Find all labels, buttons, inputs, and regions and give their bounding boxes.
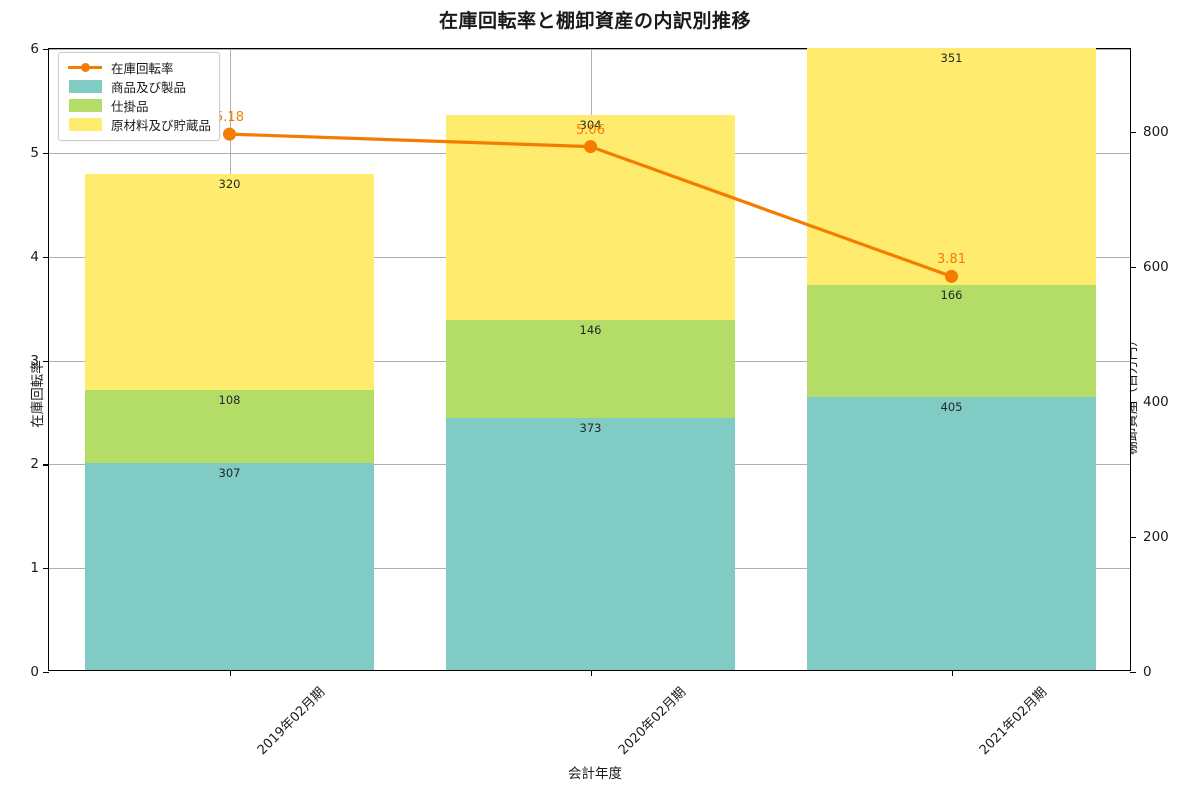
legend-color-patch [68,118,102,131]
y-axis-right-tick-mark [1130,267,1136,269]
gridline [49,49,1130,50]
y-axis-right-tick-mark [1130,402,1136,404]
legend-swatch [65,77,105,96]
y-axis-left-label: 在庫回転率 [29,360,46,428]
bar-segment[interactable]: 320 [85,173,374,390]
chart-legend: 在庫回転率商品及び製品 仕掛品原材料及び貯蔵品 [58,52,221,141]
bar-segment[interactable]: 146 [446,319,735,419]
legend-color-patch [68,99,102,112]
y-axis-left-tick-label: 0 [30,664,39,680]
legend-swatch [65,96,105,115]
bar-value-label: 320 [218,176,241,191]
legend-swatch [65,58,105,77]
y-axis-left-tick-mark [43,256,49,258]
line-value-label: 5.06 [576,122,605,138]
line-value-label: 3.81 [937,252,966,268]
bar-segment[interactable]: 351 [807,47,1096,285]
legend-item[interactable]: 仕掛品 [65,96,211,115]
y-axis-left-tick-label: 6 [30,41,39,57]
bar-group: 405 166 351 [807,47,1096,670]
legend-item-label: 原材料及び貯蔵品 [111,118,212,133]
legend-item[interactable]: 在庫回転率 [65,58,211,77]
bar-value-label: 373 [579,421,602,436]
bar-value-label: 166 [940,287,963,302]
x-axis-tick-mark [590,670,592,676]
bar-value-label: 405 [940,399,963,414]
bar-value-label: 307 [218,465,241,480]
x-axis-tick-label: 2021年02月期 [976,684,1050,759]
legend-item-label: 在庫回転率 [111,61,174,76]
y-axis-left-tick-mark [43,464,49,466]
bar-segment[interactable]: 373 [446,418,735,670]
y-axis-left-tick-label: 1 [30,560,39,577]
legend-item-label: 仕掛品 [111,99,149,114]
y-axis-left-tick-label: 4 [30,248,39,265]
legend-swatch [65,115,105,134]
x-axis-tick-label: 2019年02月期 [254,684,328,759]
y-axis-right-tick-label: 200 [1143,529,1169,545]
y-axis-right-tick-label: 800 [1143,124,1169,140]
y-axis-right-tick-mark [1130,672,1136,674]
x-axis-label: 会計年度 [568,766,622,782]
chart-title: 在庫回転率と棚卸資産の内訳別推移 [438,10,751,32]
y-axis-right-tick-mark [1130,537,1136,539]
x-axis-tick-mark [951,670,953,676]
bar-segment[interactable]: 405 [807,396,1096,670]
y-axis-right-tick-label: 400 [1143,394,1169,410]
legend-color-patch [68,80,102,93]
y-axis-right-tick-label: 0 [1143,664,1152,680]
legend-item[interactable]: 原材料及び貯蔵品 [65,115,211,134]
bar-value-label: 351 [940,50,963,65]
bar-segment[interactable]: 304 [446,114,735,320]
y-axis-left-tick-label: 3 [30,352,39,369]
bar-segment[interactable]: 307 [85,462,374,670]
legend-line-marker [68,63,102,72]
y-axis-left-tick-mark [43,568,49,570]
y-axis-left-tick-label: 5 [30,144,39,161]
y-axis-right-tick-label: 600 [1143,259,1169,275]
x-axis-tick-label: 2020年02月期 [615,684,689,759]
legend-item-label: 商品及び製品 [111,80,187,95]
bar-value-label: 304 [579,117,602,132]
y-axis-left-tick-label: 2 [30,456,39,473]
bar-segment[interactable]: 108 [85,389,374,463]
legend-item[interactable]: 商品及び製品 [65,77,211,96]
bar-group: 373 146 304 [446,47,735,670]
x-axis-tick-mark [229,670,231,676]
y-axis-left-tick-mark [43,672,49,674]
plot-area: 307 108 320 373 146 304 405 166 351 5.18 5.06 3.81… [30,41,1168,758]
y-axis-left-tick-mark [43,360,49,362]
line-value-label: 5.18 [215,110,244,126]
y-axis-left-tick-mark [43,49,49,51]
bar-segment[interactable]: 166 [807,284,1096,397]
y-axis-right-tick-mark [1130,132,1136,134]
bar-value-label: 108 [218,392,241,407]
bar-value-label: 146 [579,322,602,337]
y-axis-left-tick-mark [43,152,49,155]
